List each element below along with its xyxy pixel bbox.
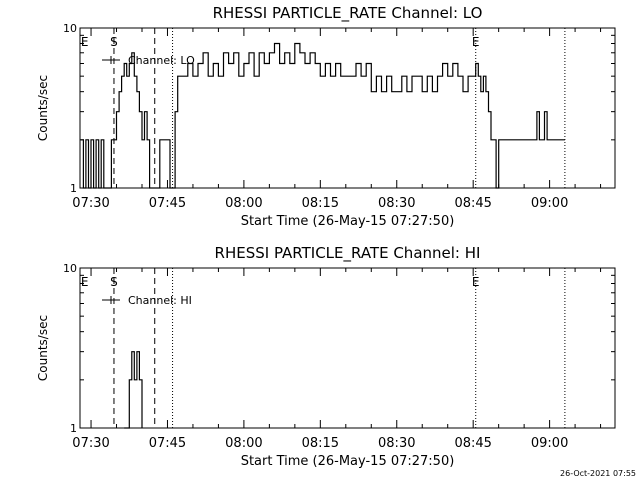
x-tick-label: 08:30 bbox=[378, 436, 415, 451]
x-tick-label: 07:30 bbox=[72, 196, 109, 211]
x-tick-label: 09:00 bbox=[531, 436, 568, 451]
event-marker-label: S bbox=[110, 35, 118, 49]
event-marker-label: E bbox=[81, 275, 89, 289]
chart-panel-lo: RHESSI PARTICLE_RATE Channel: LO 07:30 07:… bbox=[36, 4, 616, 229]
y-tick-label: 1 bbox=[70, 422, 77, 435]
x-tick-label: 08:45 bbox=[454, 196, 491, 211]
x-tick-label: 07:45 bbox=[149, 196, 186, 211]
y-axis-label: Counts/sec bbox=[36, 75, 50, 141]
series-line bbox=[124, 351, 143, 429]
y-tick-label: 10 bbox=[63, 22, 77, 35]
x-axis-label: Start Time (26-May-15 07:27:50) bbox=[241, 454, 455, 469]
y-axis-label: Counts/sec bbox=[36, 315, 50, 381]
x-axis-label: Start Time (26-May-15 07:27:50) bbox=[241, 214, 455, 229]
x-tick-label: 08:30 bbox=[378, 196, 415, 211]
x-tick-label: 09:00 bbox=[531, 196, 568, 211]
y-tick-label: 10 bbox=[63, 262, 77, 275]
x-tick-label: 08:15 bbox=[302, 436, 339, 451]
legend-entry: Channel: LO bbox=[128, 54, 195, 67]
footer-timestamp: 26-Oct-2021 07:55 bbox=[560, 469, 636, 478]
plot-frame bbox=[79, 27, 616, 189]
chart-title: RHESSI PARTICLE_RATE Channel: LO bbox=[213, 4, 483, 23]
event-marker-label: E bbox=[472, 275, 480, 289]
x-tick-label: 07:30 bbox=[72, 436, 109, 451]
legend-entry: Channel: HI bbox=[128, 294, 192, 307]
chart-panel-hi: RHESSI PARTICLE_RATE Channel: HI 07:30 07:… bbox=[36, 244, 616, 469]
x-tick-label: 07:45 bbox=[149, 436, 186, 451]
series-line bbox=[80, 42, 565, 189]
chart-title: RHESSI PARTICLE_RATE Channel: HI bbox=[215, 244, 481, 263]
y-tick-label: 1 bbox=[70, 182, 77, 195]
event-marker-label: E bbox=[81, 35, 89, 49]
x-tick-label: 08:15 bbox=[302, 196, 339, 211]
x-tick-label: 08:45 bbox=[454, 436, 491, 451]
plot-frame bbox=[79, 267, 616, 429]
event-marker-label: E bbox=[472, 35, 480, 49]
x-tick-label: 08:00 bbox=[225, 196, 262, 211]
x-tick-label: 08:00 bbox=[225, 436, 262, 451]
event-marker-label: S bbox=[110, 275, 118, 289]
